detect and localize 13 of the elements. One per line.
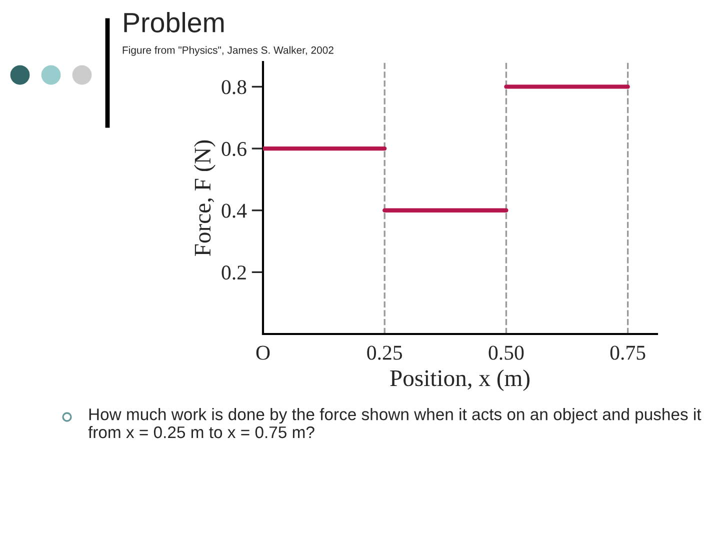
x-tick-label: 0.25 — [367, 346, 402, 360]
x-tick-label: 0.75 — [610, 346, 646, 360]
y-tick-label: 0.2 — [222, 266, 246, 280]
text: How much work is done by the force shown when it acts on an object and pushes it from x = 0.25 m to x = 0.75 m? — [88, 408, 702, 438]
x-tick-label: 0.50 — [488, 346, 524, 360]
y-tick-label: 0.4 — [222, 204, 247, 218]
chart-title: Problem — [124, 12, 224, 32]
y-axis-title: Force, F (N) — [194, 140, 216, 256]
x-axis-title: Position, x (m) — [390, 370, 530, 391]
x-tick-label: O — [256, 346, 270, 360]
y-tick-label: 0.6 — [222, 142, 246, 156]
y-tick-label: 0.8 — [222, 80, 246, 94]
chart-subtitle: Figure from "Physics", James S. Walker, 2002 — [122, 46, 334, 56]
